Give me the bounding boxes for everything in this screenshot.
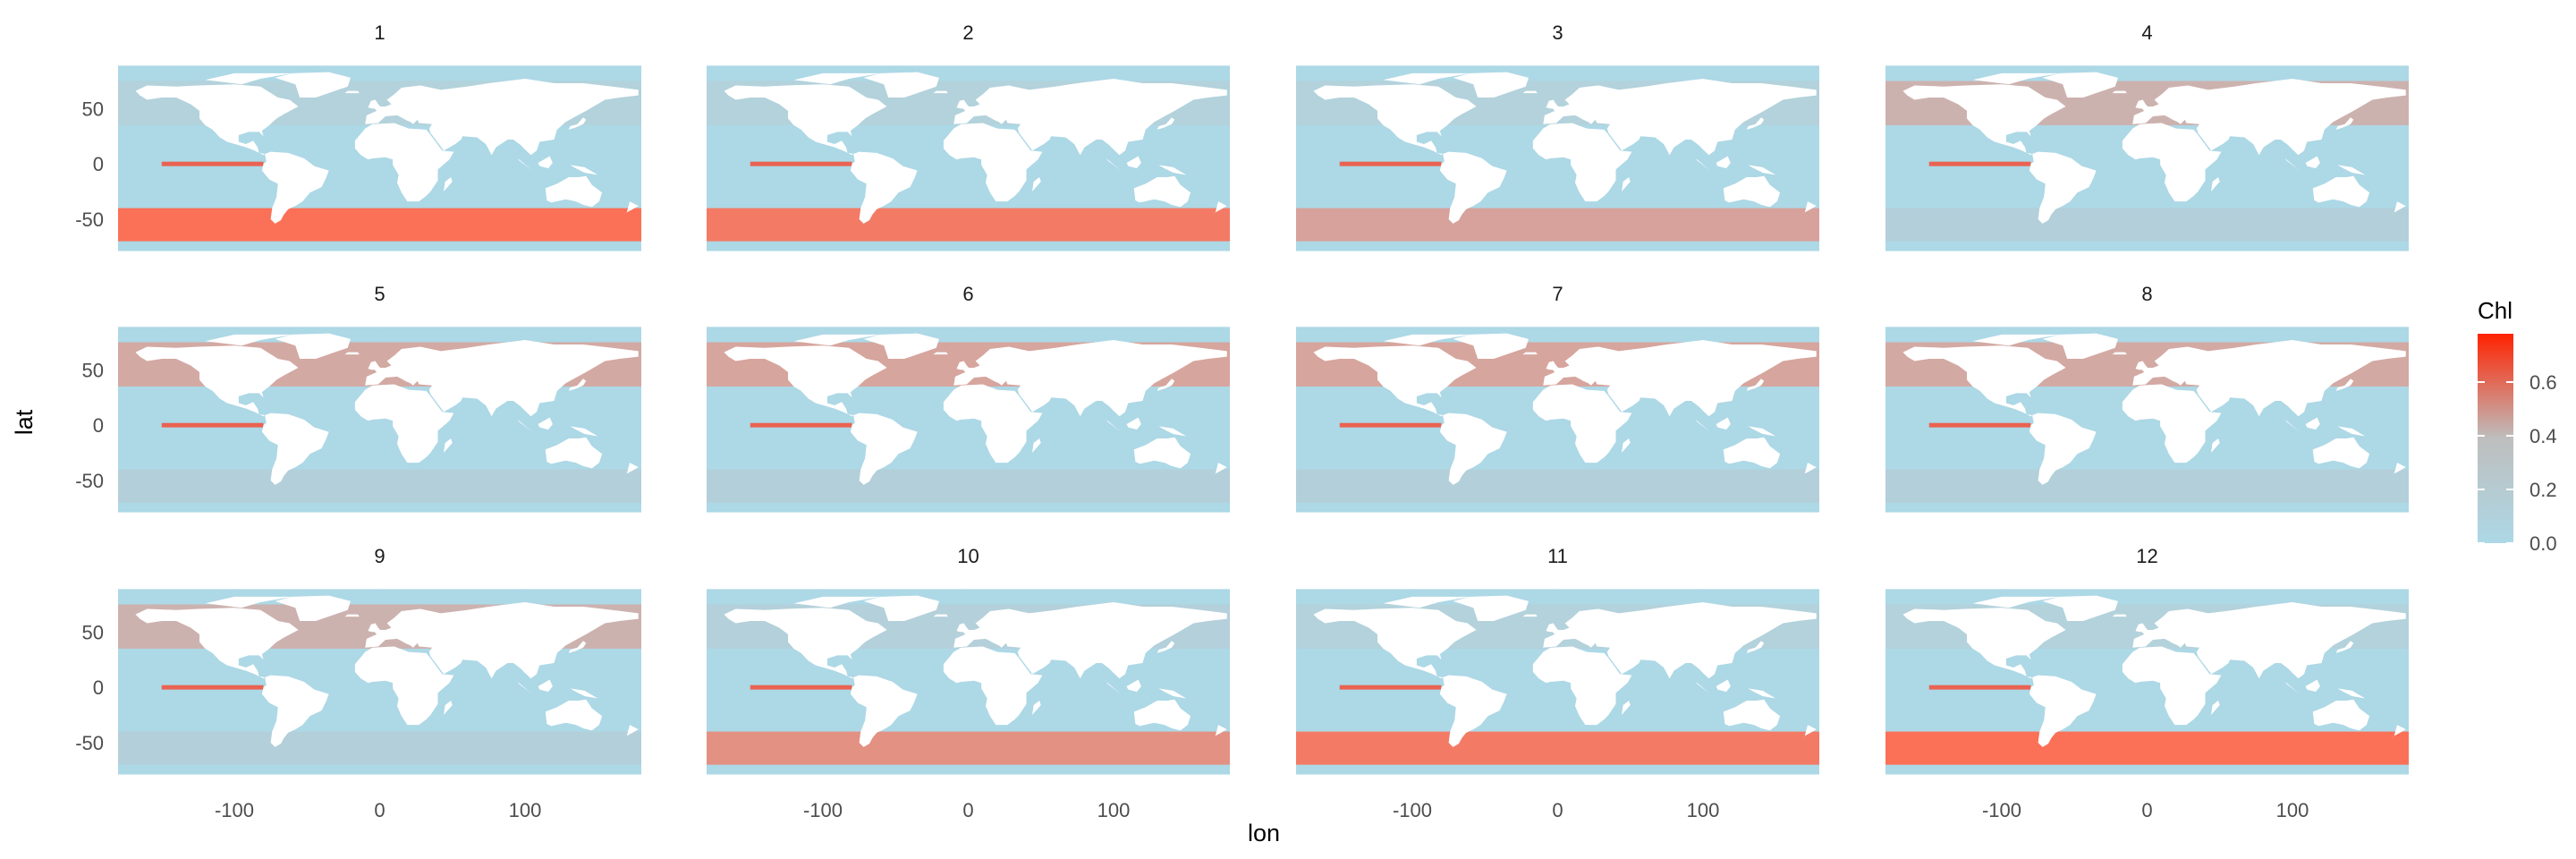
equatorial-upwelling	[1928, 422, 2031, 428]
y-tick-label: 50	[82, 98, 104, 120]
x-tick-label: -100	[1982, 799, 2021, 821]
equatorial-upwelling	[161, 422, 264, 428]
x-tick-label: 0	[1552, 799, 1563, 821]
facet-panel: 9 50 0 -50 -100 0 100	[75, 545, 641, 821]
y-tick-label: -50	[75, 732, 104, 754]
x-tick-label: -100	[1393, 799, 1432, 821]
x-tick-label: 100	[1687, 799, 1720, 821]
facet-strip-label: 9	[374, 545, 385, 567]
southern-ocean-bloom	[118, 469, 641, 503]
facet-strip-label: 8	[2141, 283, 2152, 305]
southern-ocean-bloom	[1296, 731, 1819, 765]
equatorial-upwelling	[161, 685, 264, 690]
land-mask	[707, 64, 1230, 264]
x-tick-label: 100	[2276, 799, 2309, 821]
southern-ocean-bloom	[1885, 208, 2409, 242]
x-tick-label: -100	[803, 799, 843, 821]
equatorial-upwelling	[1928, 685, 2031, 690]
facet-strip-label: 4	[2141, 21, 2152, 44]
legend-tick-label: 0.2	[2529, 479, 2557, 501]
southern-ocean-bloom	[1296, 208, 1819, 242]
southern-ocean-bloom	[707, 469, 1230, 503]
x-tick-label: 100	[1097, 799, 1131, 821]
facet-strip-label: 10	[957, 545, 979, 567]
equatorial-upwelling	[750, 685, 852, 690]
legend-tick-label: 0.4	[2529, 425, 2557, 447]
facet-panel: 3	[1296, 21, 1819, 264]
equatorial-upwelling	[1928, 161, 2031, 166]
southern-ocean-bloom	[118, 731, 641, 765]
x-tick-label: 0	[2141, 799, 2152, 821]
x-tick-label: 0	[374, 799, 385, 821]
x-tick-label: 0	[962, 799, 973, 821]
land-mask	[118, 588, 641, 787]
land-mask	[707, 326, 1230, 525]
y-tick-label: -50	[75, 470, 104, 492]
equatorial-upwelling	[1339, 685, 1442, 690]
y-tick-label: -50	[75, 208, 104, 231]
equatorial-upwelling	[161, 161, 264, 166]
x-axis-title: lon	[1248, 820, 1280, 846]
y-tick-label: 0	[93, 676, 104, 699]
facet-strip-label: 2	[962, 21, 973, 44]
equatorial-upwelling	[750, 161, 852, 166]
x-tick-label: 100	[509, 799, 542, 821]
facet-panel: 6	[707, 283, 1230, 525]
southern-ocean-bloom	[1885, 469, 2409, 503]
facet-panel: 5 50 0 -50	[75, 283, 641, 525]
legend-ticks: 0.0 0.2 0.4 0.6	[2478, 371, 2557, 555]
southern-ocean-bloom	[118, 208, 641, 242]
land-mask	[1296, 588, 1819, 787]
legend-tick-label: 0.6	[2529, 371, 2557, 394]
facet-strip-label: 7	[1552, 283, 1563, 305]
y-tick-label: 50	[82, 359, 104, 381]
legend: Chl 0.0 0.2 0.4 0.6	[2478, 297, 2557, 555]
facet-panels: 1 50 0 -50 2 3 4 5 50 0 -50 6 7 8 9 50 0 -50 -100 0 100 10 -10…	[75, 21, 2409, 821]
land-mask	[1885, 326, 2409, 525]
facet-strip-label: 1	[374, 21, 385, 44]
facet-panel: 12 -100 0 100	[1885, 545, 2409, 821]
southern-ocean-bloom	[1885, 731, 2409, 765]
facet-strip-label: 12	[2136, 545, 2157, 567]
southern-ocean-bloom	[707, 208, 1230, 242]
facet-strip-label: 5	[374, 283, 385, 305]
y-axis-title: lat	[11, 409, 38, 435]
facet-strip-label: 11	[1547, 545, 1568, 567]
y-tick-label: 0	[93, 414, 104, 437]
equatorial-upwelling	[1339, 422, 1442, 428]
land-mask	[1885, 588, 2409, 787]
land-mask	[1296, 326, 1819, 525]
facet-panel: 4	[1885, 21, 2409, 264]
land-mask	[118, 64, 641, 264]
land-mask	[118, 326, 641, 525]
facet-strip-label: 3	[1552, 21, 1563, 44]
y-tick-label: 50	[82, 621, 104, 643]
facet-panel: 11 -100 0 100	[1296, 545, 1819, 821]
southern-ocean-bloom	[1296, 469, 1819, 503]
equatorial-upwelling	[750, 422, 852, 428]
y-tick-label: 0	[93, 153, 104, 175]
land-mask	[707, 588, 1230, 787]
equatorial-upwelling	[1339, 161, 1442, 166]
facet-panel: 1 50 0 -50	[75, 21, 641, 264]
legend-colorbar	[2478, 334, 2513, 543]
facet-panel: 10 -100 0 100	[707, 545, 1230, 821]
facet-panel: 7	[1296, 283, 1819, 525]
legend-tick-label: 0.0	[2529, 532, 2557, 555]
legend-title: Chl	[2478, 297, 2512, 324]
facet-panel: 2	[707, 21, 1230, 264]
land-mask	[1296, 64, 1819, 264]
x-tick-label: -100	[215, 799, 254, 821]
land-mask	[1885, 64, 2409, 264]
southern-ocean-bloom	[707, 731, 1230, 765]
facet-panel: 8	[1885, 283, 2409, 525]
facet-strip-label: 6	[962, 283, 973, 305]
